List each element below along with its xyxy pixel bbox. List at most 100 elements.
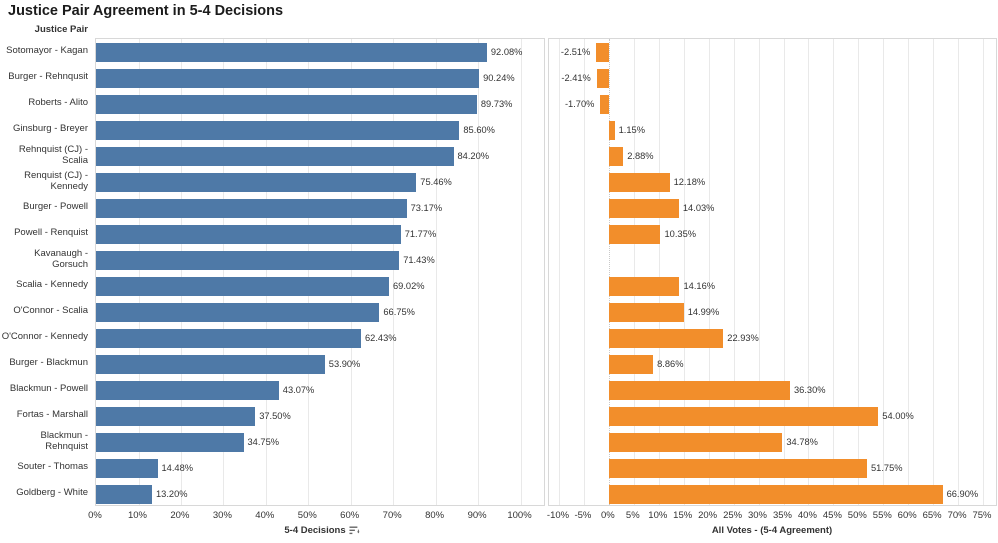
bar-5-4-decisions[interactable] [96, 302, 380, 322]
bar-value-label: 85.60% [463, 124, 495, 135]
gridline [350, 39, 352, 505]
row-label[interactable]: Renquist (CJ) - Kennedy [24, 169, 88, 192]
gridline [783, 39, 785, 505]
bar-all-votes[interactable] [596, 42, 609, 62]
bar-value-label: 73.17% [410, 202, 443, 213]
row-label[interactable]: Blackmun - Powell [9, 383, 88, 395]
row-label[interactable]: Burger - Blackmun [9, 357, 88, 369]
row-label[interactable]: O'Connor - Kennedy [1, 331, 88, 343]
gridline [138, 39, 140, 505]
bar-all-votes[interactable] [608, 354, 654, 374]
bar-all-votes[interactable] [608, 380, 790, 400]
bar-value-label: -2.51% [560, 46, 591, 57]
row-label[interactable]: Souter - Thomas [17, 461, 88, 473]
gridline [933, 39, 935, 505]
bar-all-votes[interactable] [600, 94, 609, 114]
row-label[interactable]: Scalia - Kennedy [16, 279, 88, 291]
bar-all-votes[interactable] [608, 484, 943, 504]
axis-tick-label: 65% [922, 510, 942, 521]
gridline [435, 39, 437, 505]
bar-all-votes[interactable] [608, 432, 783, 452]
row-label[interactable]: Burger - Powell [23, 201, 88, 213]
bar-5-4-decisions[interactable] [96, 146, 454, 166]
gridline [858, 39, 860, 505]
bar-5-4-decisions[interactable] [96, 406, 256, 426]
bar-value-label: 14.03% [682, 202, 715, 213]
bar-all-votes[interactable] [596, 68, 609, 88]
gridline [908, 39, 910, 505]
bar-all-votes[interactable] [608, 146, 624, 166]
bar-value-label: 53.90% [328, 358, 361, 369]
bar-5-4-decisions[interactable] [96, 224, 401, 244]
bar-5-4-decisions[interactable] [96, 432, 244, 452]
bar-5-4-decisions[interactable] [96, 120, 460, 140]
bar-5-4-decisions[interactable] [96, 42, 487, 62]
axis-tick-label: 80% [425, 510, 445, 521]
gridline [559, 39, 560, 505]
axis-tick-label: 20% [698, 510, 718, 521]
row-label[interactable]: Kavanaugh - Gorsuch [34, 247, 88, 270]
bar-value-label: 90.24% [483, 72, 515, 83]
axis-tick-label: -5% [574, 510, 592, 521]
gridline [265, 39, 267, 505]
bar-all-votes[interactable] [608, 198, 679, 218]
bar-5-4-decisions[interactable] [96, 484, 152, 504]
bar-value-label: 89.73% [480, 98, 513, 109]
bar-value-label: 43.07% [282, 384, 315, 395]
right-chart-panel: -2.51% -2.41% -1.70% 1.15% 2.88% 12.18% 14.03%… [548, 38, 997, 506]
bar-all-votes[interactable] [608, 276, 680, 296]
bar-all-votes[interactable] [608, 328, 724, 348]
bar-all-votes[interactable] [608, 302, 684, 322]
bar-value-label: 51.75% [871, 462, 903, 473]
axis-tick-label: 100% [507, 510, 532, 521]
axis-tick-label: 10% [127, 510, 148, 521]
bar-5-4-decisions[interactable] [96, 68, 480, 88]
row-label[interactable]: Roberts - Alito [28, 97, 88, 109]
bar-5-4-decisions[interactable] [96, 354, 325, 374]
bar-value-label: 13.20% [156, 488, 188, 499]
axis-tick-label: 40% [255, 510, 275, 521]
axis-tick-label: 60% [897, 510, 917, 521]
bar-all-votes[interactable] [608, 224, 661, 244]
zero-line [608, 39, 610, 505]
bar-all-votes[interactable] [608, 120, 615, 140]
bar-5-4-decisions[interactable] [96, 328, 361, 348]
bar-value-label: 14.99% [687, 306, 720, 317]
bar-5-4-decisions[interactable] [96, 172, 417, 192]
row-label[interactable]: Sotomayor - Kagan [6, 45, 88, 57]
axis-tick-label: 30% [212, 510, 232, 521]
bar-5-4-decisions[interactable] [96, 380, 279, 400]
gridline [633, 39, 635, 505]
row-label[interactable]: Goldberg - White [16, 487, 88, 499]
bar-value-label: 92.08% [490, 46, 523, 57]
row-label[interactable]: Rehnquist (CJ) - Scalia [18, 143, 88, 166]
bar-value-label: 66.75% [383, 306, 415, 317]
row-label[interactable]: Burger - Rehnqusit [8, 71, 88, 83]
axis-tick-label: 50% [847, 510, 867, 521]
bar-5-4-decisions[interactable] [96, 458, 158, 478]
bar-value-label: 36.30% [794, 384, 826, 395]
row-label[interactable]: Fortas - Marshall [16, 409, 88, 421]
axis-tick-label: 0% [88, 510, 102, 521]
gridline [708, 39, 710, 505]
axis-tick-label: 40% [797, 510, 817, 521]
bar-5-4-decisions[interactable] [96, 276, 389, 296]
row-label[interactable]: O'Connor - Scalia [13, 305, 88, 317]
axis-tick-label: 30% [747, 510, 768, 521]
row-label[interactable]: Ginsburg - Breyer [13, 123, 88, 135]
sort-descending-icon[interactable] [349, 526, 360, 535]
row-label[interactable]: Powell - Renquist [14, 227, 88, 239]
bar-5-4-decisions[interactable] [96, 250, 400, 270]
bar-all-votes[interactable] [608, 458, 868, 478]
bar-5-4-decisions[interactable] [96, 94, 477, 114]
bar-all-votes[interactable] [608, 406, 879, 426]
bar-5-4-decisions[interactable] [96, 198, 407, 218]
bar-value-label: 14.16% [683, 280, 716, 291]
axis-tick-label: 45% [822, 510, 842, 521]
axis-tick-label: 55% [872, 510, 892, 521]
right-axis-title: All Votes - (5-4 Agreement) [712, 525, 832, 536]
axis-tick-label: 60% [340, 510, 360, 521]
bar-all-votes[interactable] [608, 172, 670, 192]
row-label[interactable]: Blackmun - Rehnquist [40, 429, 88, 452]
axis-tick-label: 25% [723, 510, 743, 521]
